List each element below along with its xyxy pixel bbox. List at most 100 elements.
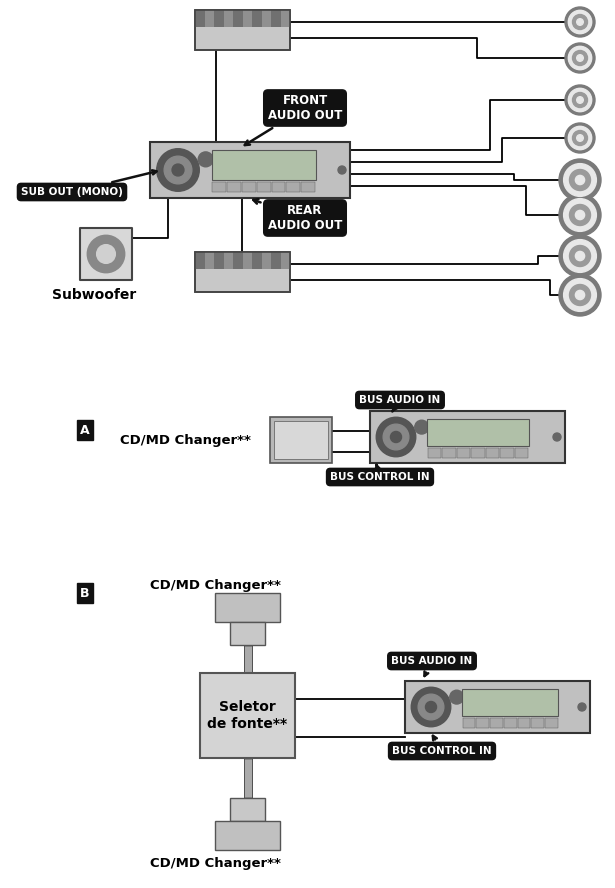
Circle shape [565, 7, 595, 37]
Circle shape [338, 166, 346, 174]
Circle shape [411, 687, 451, 726]
Text: B: B [80, 586, 90, 599]
Circle shape [568, 88, 592, 112]
Bar [271, 10, 280, 27]
Bar [233, 252, 242, 269]
Bar [227, 182, 241, 193]
Bar [242, 252, 252, 269]
Circle shape [568, 46, 592, 69]
Bar [195, 252, 290, 292]
Bar [229, 798, 266, 821]
Circle shape [563, 240, 597, 273]
Bar [195, 10, 290, 50]
Bar [215, 593, 280, 622]
Circle shape [563, 279, 597, 312]
Bar [195, 252, 290, 292]
Bar [274, 421, 328, 459]
Bar [256, 182, 271, 193]
Bar [242, 10, 252, 27]
Bar [233, 10, 242, 27]
Circle shape [569, 245, 590, 266]
Circle shape [573, 14, 587, 29]
Bar [270, 417, 332, 463]
Circle shape [576, 251, 585, 260]
Circle shape [559, 274, 601, 316]
Bar [515, 448, 528, 458]
Circle shape [577, 97, 583, 103]
Circle shape [559, 235, 601, 277]
Text: CD/MD Changer**: CD/MD Changer** [149, 578, 280, 591]
Circle shape [553, 433, 561, 441]
Bar [370, 411, 565, 463]
Bar [212, 182, 226, 193]
Circle shape [559, 159, 601, 201]
Bar [252, 10, 261, 27]
Circle shape [391, 432, 402, 442]
Bar [212, 150, 315, 179]
Text: Seletor
de fonte**: Seletor de fonte** [207, 701, 288, 731]
Text: REAR
AUDIO OUT: REAR AUDIO OUT [253, 199, 342, 232]
Bar [229, 622, 266, 645]
Text: A: A [80, 424, 90, 437]
Circle shape [569, 284, 590, 305]
Circle shape [569, 204, 590, 226]
Circle shape [415, 420, 429, 434]
Bar [500, 448, 514, 458]
Bar [271, 252, 280, 269]
Text: FRONT
AUDIO OUT: FRONT AUDIO OUT [245, 94, 342, 145]
Bar [471, 448, 485, 458]
Circle shape [576, 210, 585, 219]
Circle shape [376, 417, 416, 456]
Bar [457, 448, 470, 458]
Circle shape [563, 163, 597, 196]
Bar [205, 252, 214, 269]
Text: CD/MD Changer**: CD/MD Changer** [149, 857, 280, 869]
Bar [261, 10, 271, 27]
Text: Subwoofer: Subwoofer [52, 288, 136, 302]
Bar [405, 681, 590, 733]
Circle shape [573, 131, 587, 146]
Bar [280, 252, 290, 269]
Text: SUB OUT (MONO): SUB OUT (MONO) [21, 170, 157, 197]
Circle shape [565, 123, 595, 153]
Bar [427, 448, 441, 458]
Bar [462, 689, 558, 716]
Bar [280, 10, 290, 27]
Circle shape [97, 244, 116, 264]
Bar [462, 718, 475, 728]
Circle shape [565, 85, 595, 115]
Circle shape [569, 170, 590, 191]
Bar [518, 718, 530, 728]
Bar [442, 448, 456, 458]
Circle shape [577, 135, 583, 141]
Circle shape [157, 148, 199, 191]
Bar [150, 142, 350, 198]
Text: BUS AUDIO IN: BUS AUDIO IN [391, 656, 472, 676]
Circle shape [172, 164, 184, 176]
Text: BUS AUDIO IN: BUS AUDIO IN [359, 395, 440, 412]
Bar [195, 252, 205, 269]
Circle shape [198, 152, 213, 167]
Circle shape [164, 156, 192, 184]
Text: BUS CONTROL IN: BUS CONTROL IN [392, 736, 492, 756]
Bar [545, 718, 558, 728]
Bar [287, 182, 300, 193]
Bar [195, 10, 290, 50]
Bar [80, 228, 132, 280]
Bar [200, 673, 295, 758]
Circle shape [568, 11, 592, 34]
Bar [214, 10, 223, 27]
Bar [205, 10, 214, 27]
Bar [215, 821, 280, 850]
Circle shape [568, 126, 592, 150]
Bar [214, 252, 223, 269]
Circle shape [573, 92, 587, 107]
Circle shape [565, 43, 595, 73]
Bar [195, 10, 205, 27]
Circle shape [383, 424, 409, 450]
Circle shape [577, 19, 583, 25]
Bar [252, 252, 261, 269]
Circle shape [573, 51, 587, 66]
Bar [504, 718, 517, 728]
Circle shape [578, 703, 586, 711]
